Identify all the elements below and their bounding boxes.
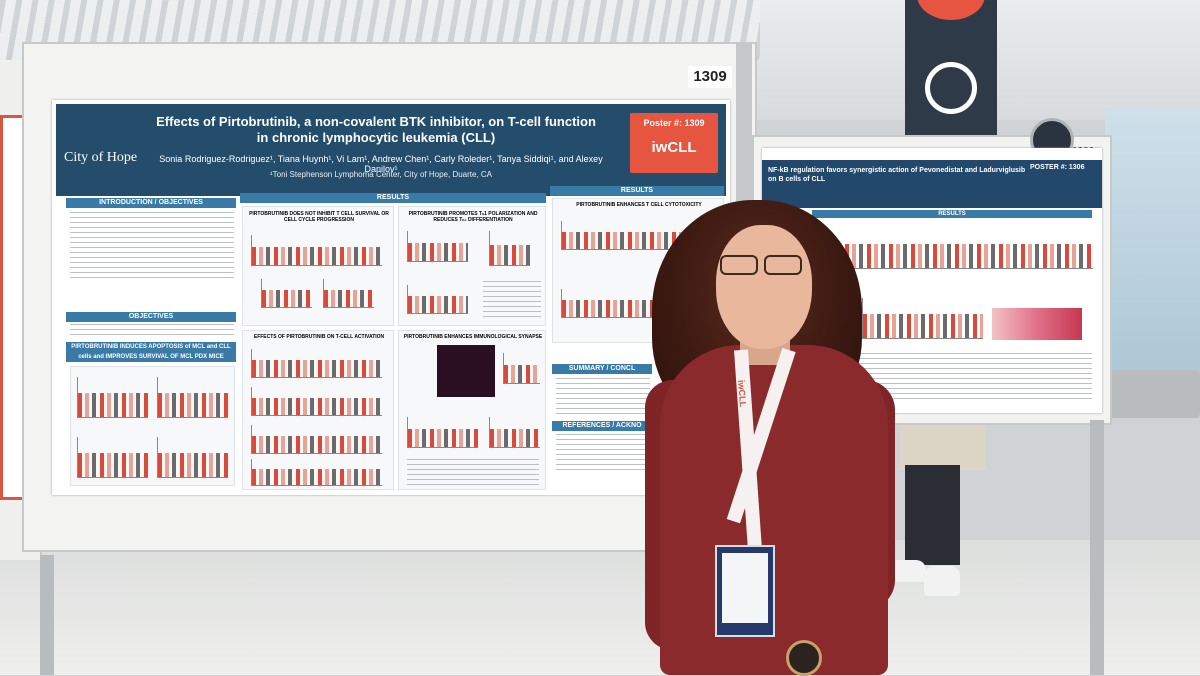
hanging-banner (905, 0, 997, 140)
right-results-header: RESULTS (812, 210, 1092, 218)
panel-synapse: PIRTOBRUTINIB ENHANCES IMMUNOLOGICAL SYN… (398, 330, 546, 490)
intro-text (70, 212, 234, 282)
panel-th1: PIRTOBRUTINIB PROMOTES Tₕ1 POLARIZATION … (398, 206, 546, 326)
poster-header: City of Hope Effects of Pirtobrutinib, a… (56, 104, 726, 196)
bar-chart-figure (503, 353, 540, 384)
right-poster-title: NF-kB regulation favors synergistic acti… (768, 167, 1026, 183)
poster-number-badge: Poster #: 1309 iwCLL (630, 113, 718, 173)
panel-synapse-text (407, 459, 539, 485)
bar-chart-figure (489, 231, 530, 266)
background-person-shoe (886, 560, 926, 582)
bar-chart-figure (489, 417, 540, 448)
background-person-coat (900, 425, 985, 470)
apoptosis-figure (70, 366, 235, 486)
section-references-header: REFERENCES / ACKNO (552, 421, 652, 431)
bar-chart-figure (862, 298, 983, 339)
objectives-text (70, 324, 234, 339)
conference-name-badge (715, 545, 775, 637)
bar-chart-figure (407, 285, 468, 314)
panel-th1-title: PIRTOBRUTINIB PROMOTES Tₕ1 POLARIZATION … (408, 211, 538, 223)
poster-authors: Sonia Rodriguez-Rodriguez¹, Tiana Huynh¹… (159, 154, 603, 174)
background-person-legs (905, 465, 960, 565)
bar-chart-figure (323, 279, 374, 308)
section-summary-header: SUMMARY / CONCL (552, 364, 652, 374)
glasses-icon (718, 255, 804, 279)
board-pole (1090, 420, 1104, 675)
poster-title: Effects of Pirtobrutinib, a non-covalent… (156, 114, 596, 145)
panel-survival: PIRTOBRUTINIB DOES NOT INHIBIT T CELL SU… (242, 206, 394, 326)
bar-chart-figure (261, 279, 312, 308)
bench (1108, 370, 1200, 418)
bar-chart-figure (77, 437, 148, 478)
main-board-number: 1309 (688, 66, 732, 88)
bar-chart-figure (157, 437, 228, 478)
presenter-face (716, 225, 812, 349)
right-poster-header: NF-kB regulation favors synergistic acti… (762, 160, 1102, 208)
name-badge-card (722, 553, 768, 623)
banner-logo-icon (925, 62, 977, 114)
bar-chart-figure (77, 377, 148, 418)
banner-circle-graphic (917, 0, 985, 20)
watch-icon (786, 640, 822, 676)
panel-survival-title: PIRTOBRUTINIB DOES NOT INHIBIT T CELL SU… (249, 211, 389, 223)
bar-chart-figure (407, 231, 468, 262)
section-intro-header: INTRODUCTION / OBJECTIVES (66, 198, 236, 208)
references-text (556, 434, 650, 474)
window (1105, 110, 1200, 410)
microscopy-image (437, 345, 495, 397)
section-objectives-header: OBJECTIVES (66, 312, 236, 322)
bar-chart-figure (251, 235, 382, 266)
panel-activation: EFFECTS OF PIRTOBRUTINIB ON T-CELL ACTIV… (242, 330, 394, 490)
lanyard-text: iwCLL (736, 379, 748, 408)
bar-chart-figure (407, 417, 478, 448)
panel-cytotoxicity-title: PIRTOBRUTINIB ENHANCES T CELL CYTOTOXICI… (576, 202, 702, 208)
section-results-header: RESULTS (240, 193, 546, 203)
bar-chart-figure (251, 425, 382, 454)
summary-text (556, 378, 650, 418)
bar-chart-figure (251, 459, 382, 486)
bar-chart-figure (822, 228, 1093, 269)
panel-activation-title: EFFECTS OF PIRTOBRUTINIB ON T-CELL ACTIV… (253, 334, 385, 340)
board-pole (40, 555, 54, 675)
institution-logo: City of Hope (64, 150, 138, 165)
background-person-shoe (924, 566, 960, 596)
panel-synapse-title: PIRTOBRUTINIB ENHANCES IMMUNOLOGICAL SYN… (403, 334, 543, 340)
bar-chart-figure (251, 349, 382, 378)
poster-affiliation: ¹Toni Stephenson Lymphoma Center, City o… (269, 170, 493, 179)
conference-logo: iwCLL (651, 139, 697, 156)
right-poster-badge: POSTER #: 1306 (1030, 164, 1085, 171)
poster-number-label: Poster #: 1309 (643, 118, 705, 128)
bar-chart-figure (157, 377, 228, 418)
panel-th1-text (483, 281, 541, 317)
section-results-right-header: RESULTS (550, 186, 724, 196)
bar-chart-figure (251, 387, 382, 416)
panel-apoptosis-header: PIRTOBRUTINIB INDUCES APOPTOSIS of MCL a… (66, 342, 236, 362)
floor (0, 540, 1200, 675)
heatmap-figure (992, 308, 1082, 340)
